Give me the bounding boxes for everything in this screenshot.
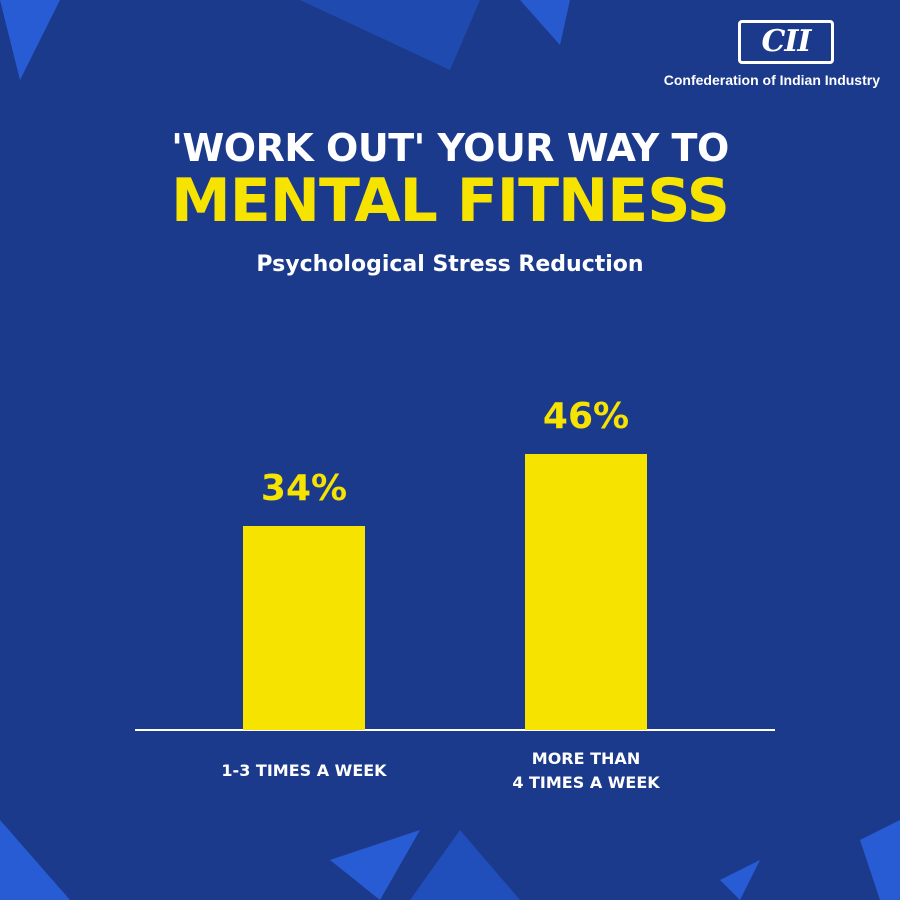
bar-2 (525, 454, 647, 730)
decor-triangle (860, 820, 900, 900)
decor-triangle (0, 820, 70, 900)
cii-logo: CII (738, 20, 834, 64)
data-label-1: 34% (261, 468, 347, 509)
headline-line-1: 'WORK OUT' YOUR WAY TO (171, 126, 729, 170)
logo-mark: CII (761, 24, 812, 59)
data-label-2: 46% (543, 396, 629, 437)
decor-triangle (720, 860, 760, 900)
decor-triangle (410, 830, 520, 900)
decor-triangle (300, 0, 480, 70)
category-label-1: 1-3 TIMES A WEEK (221, 761, 387, 780)
chart-title: Psychological Stress Reduction (256, 252, 644, 277)
organization-name: Confederation of Indian Industry (663, 72, 880, 88)
decor-triangle (330, 830, 420, 900)
headline-line-2: MENTAL FITNESS (171, 166, 730, 236)
bar-1 (243, 526, 365, 730)
category-label-2: MORE THAN 4 TIMES A WEEK (512, 749, 660, 792)
decor-triangle (0, 0, 60, 80)
decor-triangle (520, 0, 570, 45)
